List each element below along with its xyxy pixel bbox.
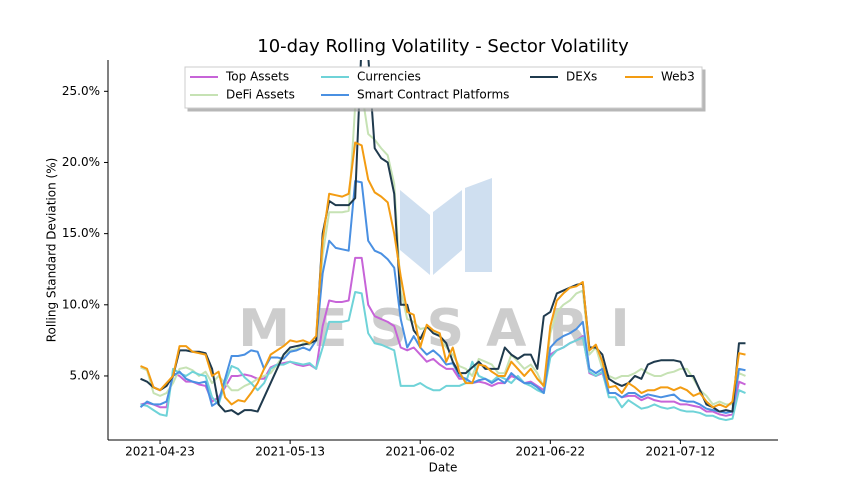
legend-label: Smart Contract Platforms xyxy=(357,88,509,102)
plot-area xyxy=(139,60,746,422)
legend-label: Currencies xyxy=(357,70,421,84)
series-line xyxy=(140,141,746,409)
y-tick-label: 25.0% xyxy=(62,84,100,98)
watermark-logo xyxy=(400,178,492,275)
y-tick-label: 5.0% xyxy=(70,368,101,382)
x-tick-label: 2021-07-12 xyxy=(646,445,716,459)
legend-label: Top Assets xyxy=(225,70,289,84)
legend-label: DeFi Assets xyxy=(226,88,295,102)
y-tick-label: 15.0% xyxy=(62,226,100,240)
x-tick-label: 2021-04-23 xyxy=(125,445,195,459)
series-line xyxy=(140,256,746,417)
legend xyxy=(184,66,703,109)
watermark: MESSARI xyxy=(238,299,651,359)
x-axis-label: Date xyxy=(429,461,458,475)
x-tick-label: 2021-06-02 xyxy=(385,445,455,459)
y-axis-label: Rolling Standard Deviation (%) xyxy=(45,158,59,343)
legend-label: DEXs xyxy=(566,70,597,84)
series-line xyxy=(140,60,746,416)
series-line xyxy=(139,179,746,414)
series-line xyxy=(140,290,746,422)
y-tick-label: 10.0% xyxy=(62,297,100,311)
x-tick-label: 2021-05-13 xyxy=(255,445,325,459)
chart-title: 10-day Rolling Volatility - Sector Volat… xyxy=(257,36,629,57)
legend-label: Web3 xyxy=(661,70,695,84)
y-tick-label: 20.0% xyxy=(62,155,100,169)
x-tick-label: 2021-06-22 xyxy=(515,445,585,459)
